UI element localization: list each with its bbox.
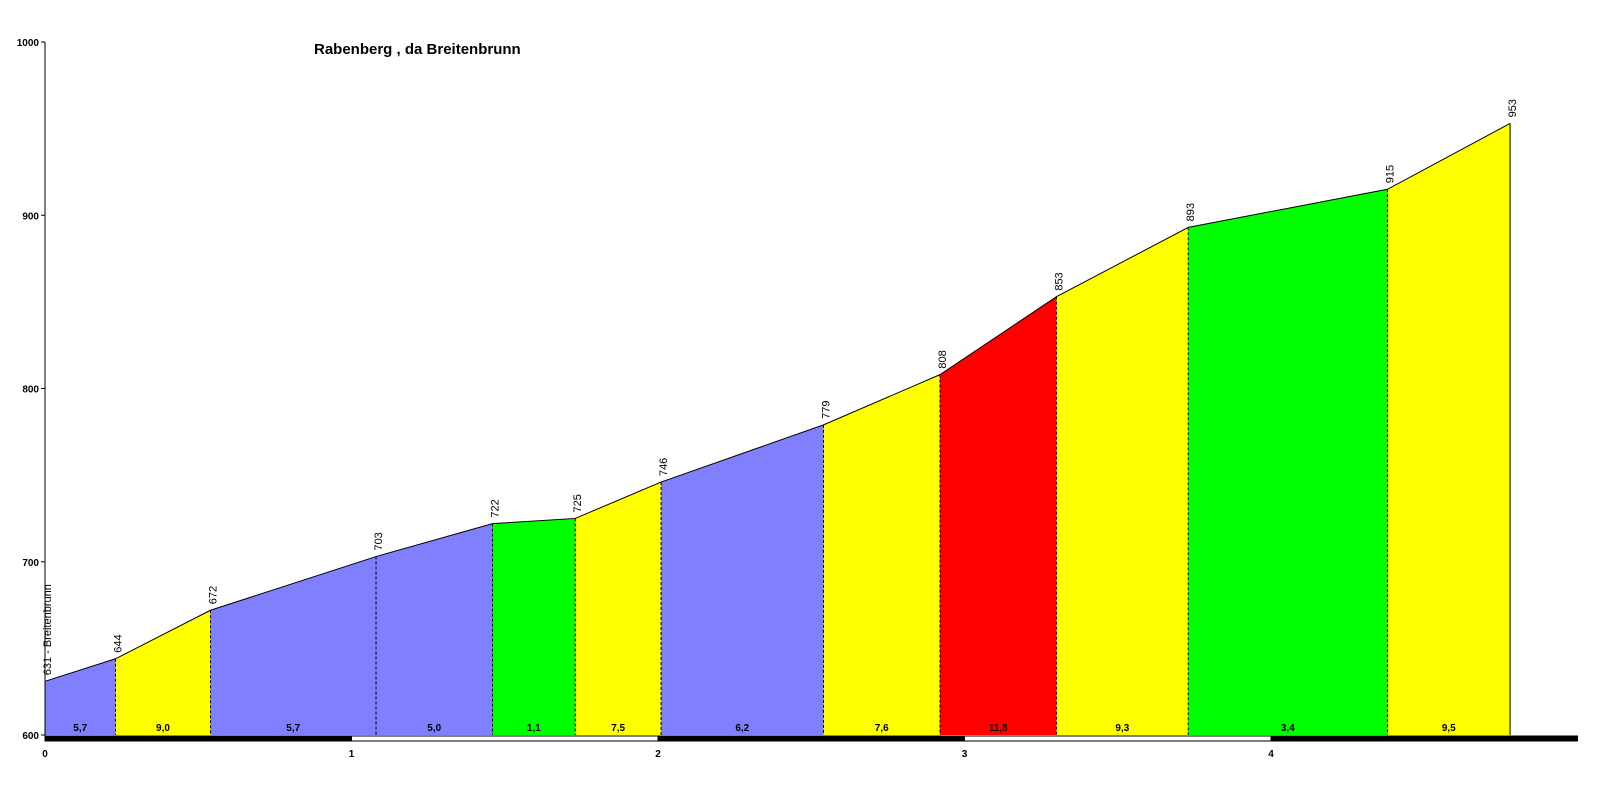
segment-gradient-label: 9,3	[1115, 723, 1129, 734]
altitude-label: 725	[572, 494, 584, 512]
profile-segment	[823, 374, 940, 735]
y-tick-label: 700	[22, 558, 39, 569]
profile-segment	[1056, 227, 1189, 735]
segment-gradient-label: 11,8	[989, 723, 1008, 734]
y-tick-label: 900	[22, 211, 39, 222]
segment-dividers	[114, 123, 1511, 735]
altitude-label: 746	[658, 458, 670, 476]
segment-gradient-label: 9,5	[1442, 723, 1456, 734]
start-point-label: 631 - Breitenbrunn	[42, 584, 54, 675]
x-tick-label: 3	[962, 749, 968, 760]
profile-segment	[210, 556, 377, 735]
profile-segment	[575, 482, 662, 735]
distance-bar-block	[964, 735, 1272, 742]
altitude-labels: 631 - Breitenbrunn 644 672 703 722 725 746 779 8…	[42, 99, 1519, 675]
segment-gradient-label: 1,1	[527, 723, 541, 734]
profile-segment	[115, 610, 211, 735]
altitude-label: 853	[1053, 272, 1065, 290]
altitude-label: 915	[1384, 165, 1396, 183]
x-tick-label: 2	[655, 749, 661, 760]
distance-bar-block	[1270, 735, 1578, 742]
y-tick-label: 800	[22, 385, 39, 396]
profile-segment	[376, 523, 493, 735]
profile-segment	[661, 424, 824, 735]
segment-gradient-label: 7,6	[875, 723, 889, 734]
altitude-label: 779	[821, 401, 833, 419]
x-tick-label: 0	[42, 749, 48, 760]
altitude-label: 722	[489, 499, 501, 517]
segment-gradient-label: 6,2	[735, 723, 749, 734]
x-distance-bar	[44, 735, 1578, 742]
profile-segment	[45, 658, 116, 735]
segment-gradient-label: 5,7	[286, 723, 300, 734]
segments-layer	[45, 123, 1511, 736]
altitude-label: 672	[208, 586, 220, 604]
distance-bar-block	[44, 735, 352, 742]
altitude-label: 808	[937, 350, 949, 368]
altitude-label: 703	[373, 532, 385, 550]
altitude-label: 893	[1185, 203, 1197, 221]
y-tick-label: 600	[22, 731, 39, 742]
x-tick-label: 1	[349, 749, 355, 760]
altitude-label: 644	[112, 634, 124, 652]
segment-gradient-label: 5,7	[73, 723, 87, 734]
chart-title: Rabenberg , da Breitenbrunn	[314, 41, 521, 58]
segment-gradient-label: 5,0	[427, 723, 441, 734]
y-tick-label: 1000	[17, 38, 40, 49]
distance-bar-block	[351, 735, 659, 742]
x-axis-ticks: 0 1 2 3 4	[42, 749, 1274, 760]
gradient-labels: 5,7 9,0 5,7 5,0 1,1 7,5 6,2 7,6 11,8 9,3 3,4 9,5	[73, 723, 1456, 734]
profile-segment	[1188, 189, 1388, 735]
y-axis-ticks: 600 700 800 900 1000	[17, 38, 45, 742]
segment-gradient-label: 9,0	[156, 723, 170, 734]
profile-segment	[492, 518, 576, 735]
profile-segment	[1387, 123, 1511, 736]
profile-line	[44, 122, 1511, 682]
segment-gradient-label: 3,4	[1281, 723, 1295, 734]
distance-bar-block	[657, 735, 965, 742]
segment-gradient-label: 7,5	[611, 723, 625, 734]
profile-segment	[939, 296, 1057, 735]
altitude-label: 953	[1507, 99, 1519, 117]
x-tick-label: 4	[1268, 749, 1274, 760]
